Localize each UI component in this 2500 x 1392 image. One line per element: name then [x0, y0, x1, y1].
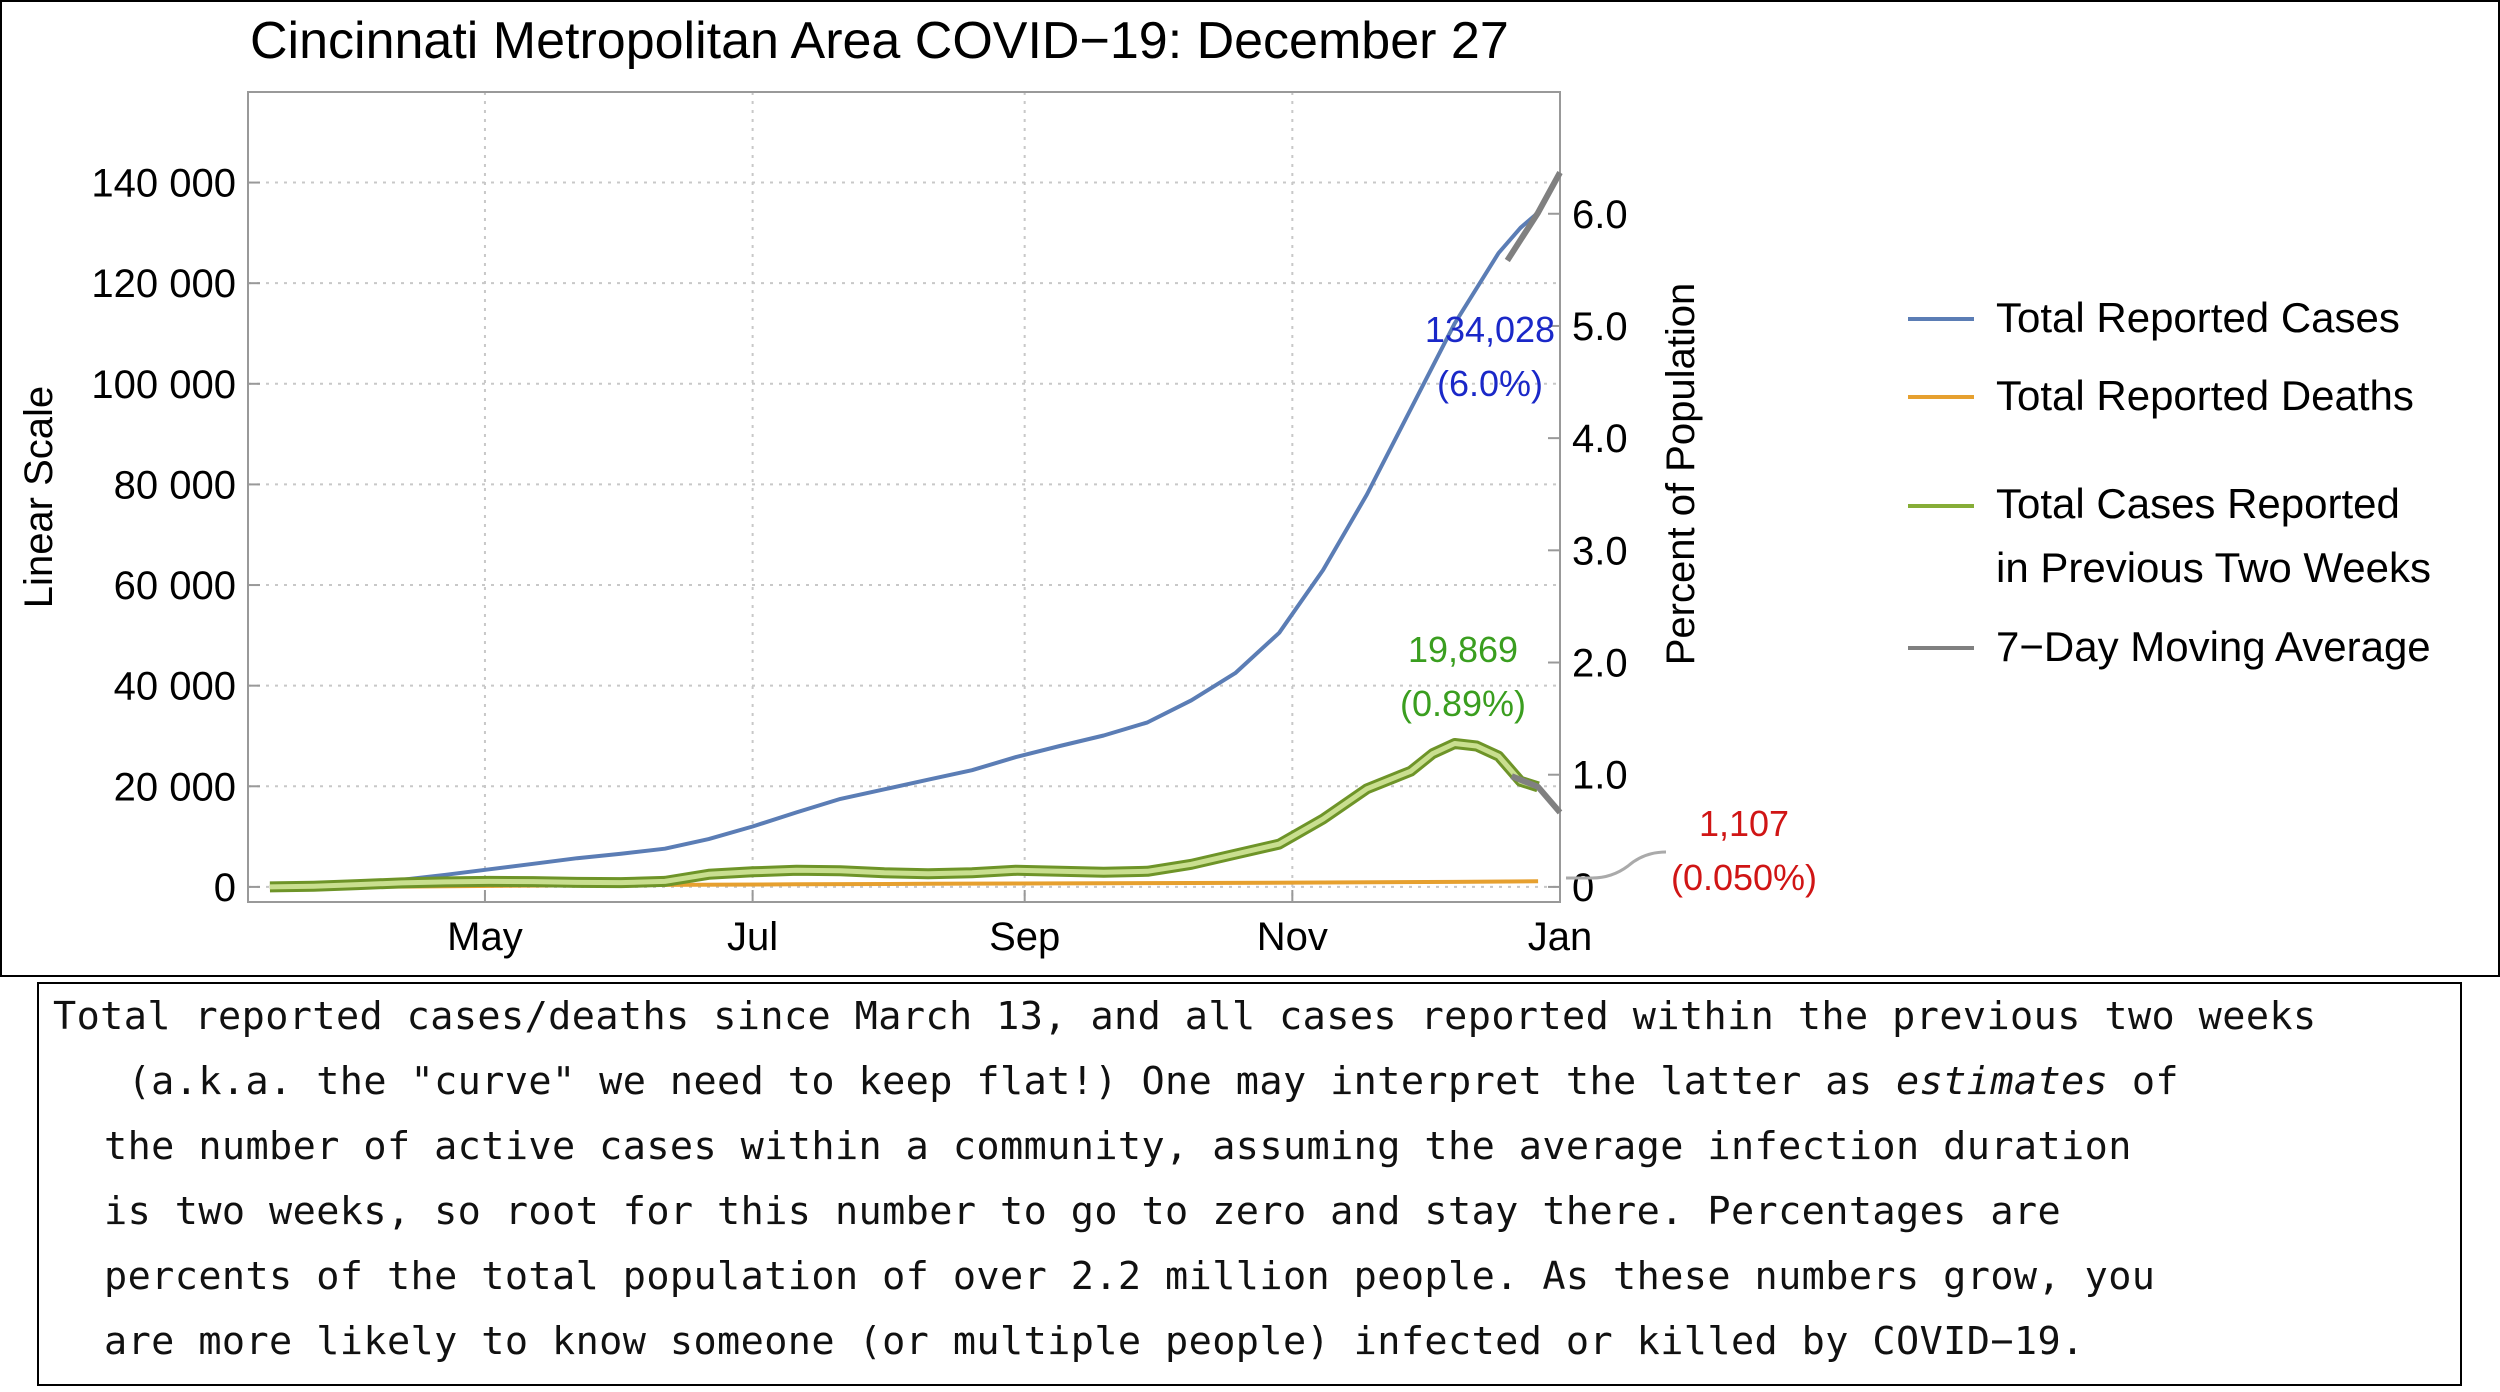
y-tick-label-3: 60 000: [114, 564, 236, 608]
y-tick-label-0: 0: [214, 866, 236, 910]
y-axis-ticks: 0 20 000 40 000 60 000 80 000 100 000 120 000 1…: [91, 162, 260, 910]
active-annotation-pct: (0.89%): [1400, 683, 1526, 724]
right-tick-label-1: 1.0: [1572, 754, 1628, 798]
caption-line-6: are more likely to know someone (or mult…: [104, 1319, 2085, 1364]
right-axis-label: Percent of Population: [1659, 283, 1703, 665]
y-tick-label-6: 120 000: [91, 262, 236, 306]
x-tick-label-1: Jul: [727, 915, 778, 959]
caption-box: Total reported cases/deaths since March …: [37, 982, 2462, 1386]
series-active-cases-line: [269, 741, 1539, 890]
caption-line-2-text: (a.k.a. the "curve" we need to keep flat…: [104, 1059, 1897, 1104]
right-tick-label-6: 6.0: [1572, 193, 1628, 237]
moving-average-segment-0: [1504, 171, 1563, 263]
legend-label-cases: Total Reported Cases: [1996, 294, 2400, 341]
moving-average-segment-1: [1510, 773, 1563, 815]
deaths-annotation-value: 1,107: [1699, 803, 1789, 844]
caption-line-2-tail: of: [2108, 1059, 2179, 1104]
right-tick-label-0: 0: [1572, 866, 1594, 910]
right-tick-label-3: 3.0: [1572, 529, 1628, 573]
y-tick-label-7: 140 000: [91, 162, 236, 206]
x-tick-label-2: Sep: [989, 915, 1060, 959]
series-active-cases-outline: [269, 738, 1540, 893]
chart-svg: Cincinnati Metropolitan Area COVID−19: D…: [17, 12, 2431, 959]
deaths-annotation-pct: (0.050%): [1671, 857, 1817, 898]
plot-frame: [247, 91, 1561, 903]
series-layer: [269, 171, 1563, 893]
chart-frame: [0, 0, 2500, 977]
cases-annotation-value: 134,028: [1425, 309, 1555, 350]
y-tick-label-5: 100 000: [91, 363, 236, 407]
caption-line-1: Total reported cases/deaths since March …: [53, 994, 2317, 1039]
active-annotation-value: 19,869: [1408, 629, 1518, 670]
right-tick-label-2: 2.0: [1572, 642, 1628, 686]
legend-label-deaths: Total Reported Deaths: [1996, 372, 2414, 419]
x-axis-ticks: May Jul Sep Nov Jan: [447, 890, 1592, 959]
caption-line-4: is two weeks, so root for this number to…: [104, 1189, 2062, 1234]
right-tick-label-4: 4.0: [1572, 417, 1628, 461]
series-total-cases-line: [269, 211, 1540, 889]
caption-line-2: (a.k.a. the "curve" we need to keep flat…: [104, 1059, 2179, 1104]
y-axis-label: Linear Scale: [17, 386, 61, 608]
chart-legend: Total Reported Cases Total Reported Deat…: [1908, 294, 2431, 670]
x-tick-label-3: Nov: [1257, 915, 1328, 959]
legend-label-moving-average: 7−Day Moving Average: [1996, 623, 2431, 670]
y-tick-label-1: 20 000: [114, 765, 236, 809]
legend-label-active-line2: in Previous Two Weeks: [1996, 544, 2431, 591]
caption-line-5: percents of the total population of over…: [104, 1254, 2156, 1299]
caption-line-3: the number of active cases within a comm…: [104, 1124, 2132, 1169]
y-tick-label-4: 80 000: [114, 463, 236, 507]
caption-emphasis: estimates: [1896, 1059, 2109, 1104]
y-tick-label-2: 40 000: [114, 665, 236, 709]
x-tick-label-0: May: [447, 915, 523, 959]
cases-annotation-pct: (6.0%): [1437, 363, 1543, 404]
x-tick-label-4: Jan: [1528, 915, 1593, 959]
chart-title: Cincinnati Metropolitan Area COVID−19: D…: [250, 12, 1509, 70]
legend-label-active-line1: Total Cases Reported: [1996, 480, 2400, 527]
deaths-leader-line: [1566, 850, 1667, 880]
right-tick-label-5: 5.0: [1572, 305, 1628, 349]
